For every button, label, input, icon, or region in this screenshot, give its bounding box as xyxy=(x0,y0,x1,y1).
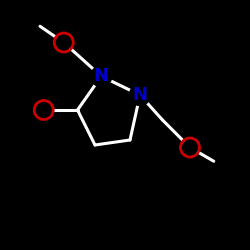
Text: N: N xyxy=(94,67,109,85)
Text: N: N xyxy=(132,86,148,104)
Circle shape xyxy=(130,84,150,105)
Circle shape xyxy=(91,66,112,87)
